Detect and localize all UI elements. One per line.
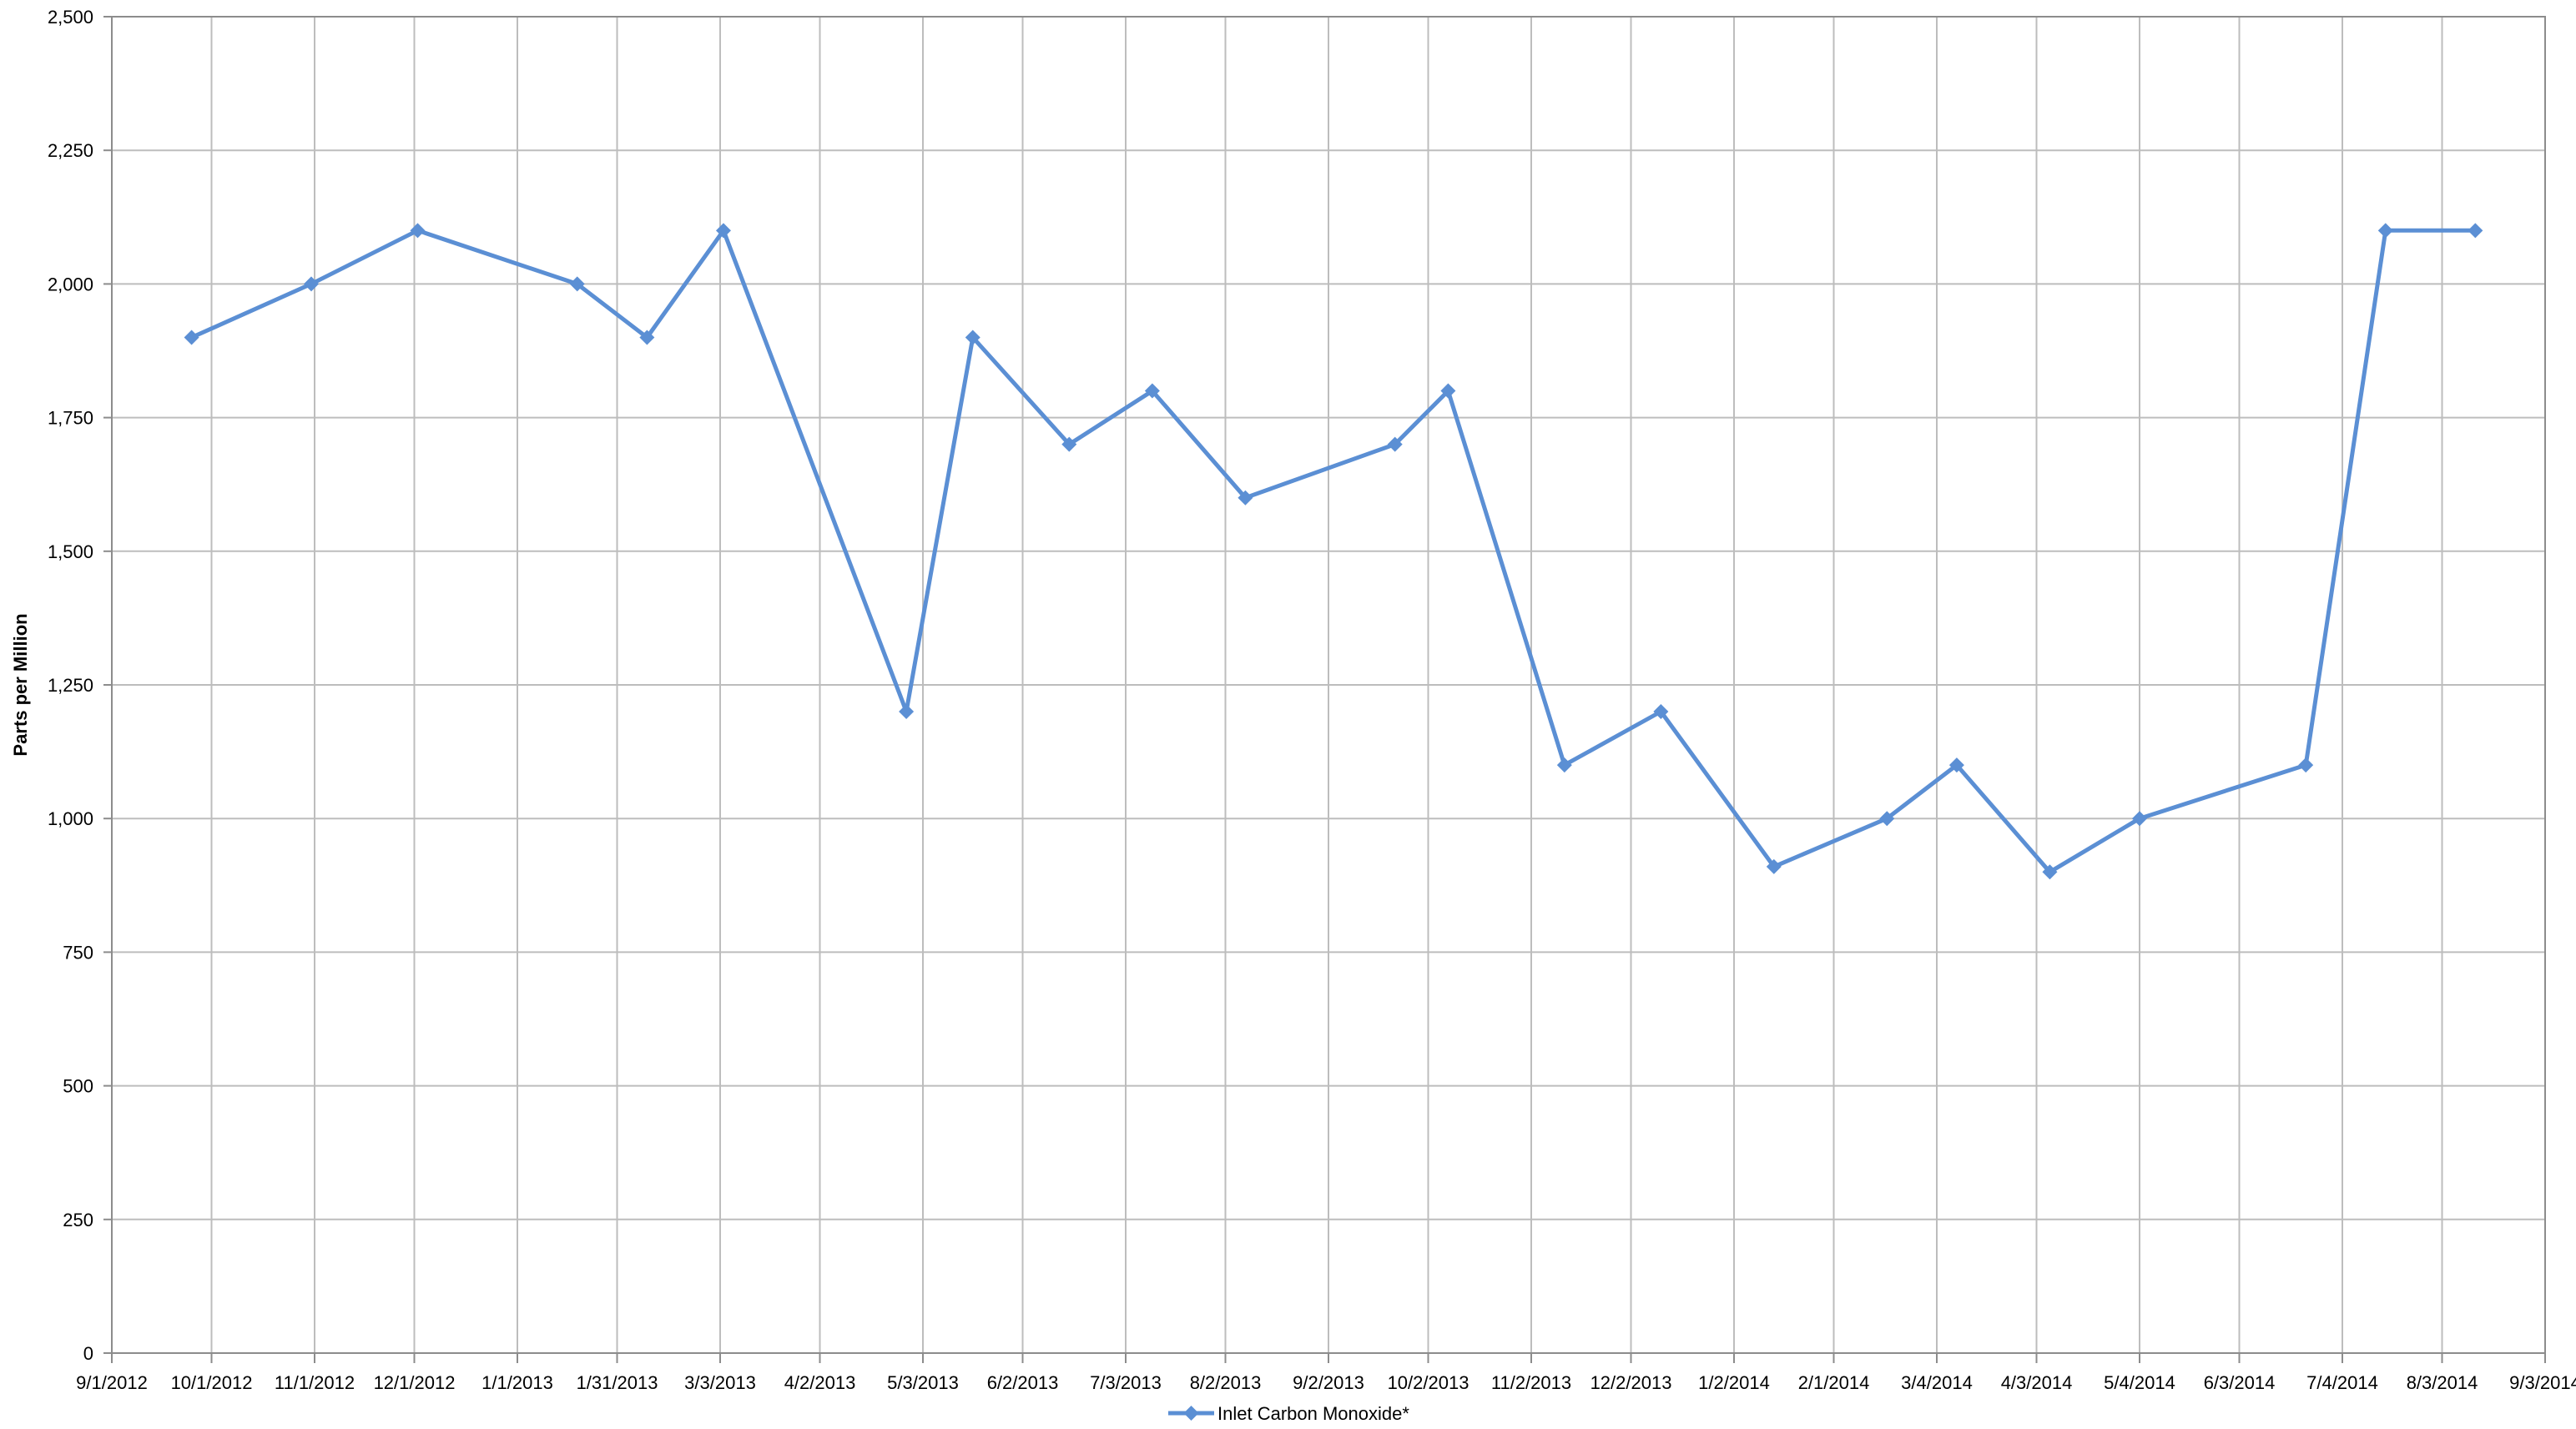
data-point-marker (569, 276, 585, 292)
y-tick-label: 1,500 (48, 541, 93, 562)
y-axis-title: Parts per Million (10, 613, 31, 756)
x-tick-label: 8/3/2014 (2407, 1372, 2478, 1393)
x-tick-label: 9/2/2013 (1293, 1372, 1364, 1393)
x-tick-label: 9/1/2012 (76, 1372, 148, 1393)
x-tick-label: 1/1/2013 (481, 1372, 553, 1393)
data-point-marker (1948, 757, 1964, 773)
x-tick-label: 10/1/2012 (171, 1372, 253, 1393)
data-point-marker (1387, 436, 1403, 452)
x-tick-label: 3/3/2013 (684, 1372, 756, 1393)
legend: Inlet Carbon Monoxide* (1168, 1403, 1409, 1424)
legend-label-inlet-carbon-monoxide: Inlet Carbon Monoxide* (1217, 1403, 1409, 1424)
data-point-marker (1879, 811, 1895, 827)
data-point-marker (2132, 811, 2147, 827)
data-point-marker (2042, 864, 2058, 880)
x-tick-label: 6/2/2013 (987, 1372, 1059, 1393)
data-point-marker (1556, 757, 1572, 773)
data-point-marker (1238, 490, 1253, 506)
data-point-marker (410, 223, 426, 239)
x-tick-label: 12/2/2013 (1590, 1372, 1672, 1393)
y-tick-label: 500 (63, 1076, 93, 1097)
x-tick-label: 4/3/2014 (2001, 1372, 2073, 1393)
y-tick-label: 1,750 (48, 408, 93, 429)
data-point-marker (2377, 223, 2393, 239)
x-axis-tick-labels: 9/1/2012 10/1/2012 11/1/2012 12/1/2012 1/1/2… (76, 1372, 2576, 1393)
y-tick-label: 0 (83, 1343, 93, 1364)
data-point-marker (304, 276, 320, 292)
x-tick-label: 9/3/2014 (2509, 1372, 2576, 1393)
x-tick-label: 3/4/2014 (1901, 1372, 1973, 1393)
x-tick-label: 5/4/2014 (2104, 1372, 2175, 1393)
data-point-marker (2468, 223, 2483, 239)
x-tick-label: 11/2/2013 (1491, 1372, 1571, 1393)
data-point-marker (1766, 858, 1782, 874)
data-point-marker (184, 330, 199, 345)
x-tick-label: 11/1/2012 (275, 1372, 355, 1393)
y-tick-label: 2,000 (48, 274, 93, 294)
data-point-marker (1061, 436, 1077, 452)
x-axis (111, 1352, 2546, 1363)
x-tick-label: 4/2/2013 (784, 1372, 856, 1393)
x-tick-label: 12/1/2012 (374, 1372, 456, 1393)
y-tick-label: 1,000 (48, 808, 93, 829)
x-tick-label: 2/1/2014 (1798, 1372, 1870, 1393)
x-tick-label: 1/31/2013 (577, 1372, 658, 1393)
y-tick-label: 250 (63, 1210, 93, 1230)
y-tick-label: 750 (63, 942, 93, 963)
x-tick-label: 5/3/2013 (887, 1372, 959, 1393)
data-point-marker (639, 330, 655, 345)
data-point-marker (2298, 757, 2314, 773)
data-point-marker (1440, 383, 1456, 399)
x-tick-label: 1/2/2014 (1698, 1372, 1770, 1393)
x-tick-label: 7/3/2013 (1090, 1372, 1162, 1393)
data-point-marker (899, 704, 915, 720)
y-axis-tick-labels: 0 250 500 750 1,000 1,250 1,500 1,750 2,000 2,250… (48, 7, 93, 1364)
series-layer (184, 223, 2483, 880)
legend-diamond-marker (1183, 1406, 1199, 1421)
data-point-marker (1653, 704, 1669, 720)
data-point-marker (715, 223, 731, 239)
x-tick-label: 7/4/2014 (2306, 1372, 2378, 1393)
data-point-marker (1144, 383, 1160, 399)
data-point-marker (965, 330, 980, 345)
y-tick-label: 1,250 (48, 675, 93, 696)
x-tick-label: 8/2/2013 (1190, 1372, 1262, 1393)
y-tick-label: 2,500 (48, 7, 93, 28)
x-tick-label: 10/2/2013 (1388, 1372, 1469, 1393)
x-tick-label: 6/3/2014 (2204, 1372, 2276, 1393)
y-tick-label: 2,250 (48, 140, 93, 161)
